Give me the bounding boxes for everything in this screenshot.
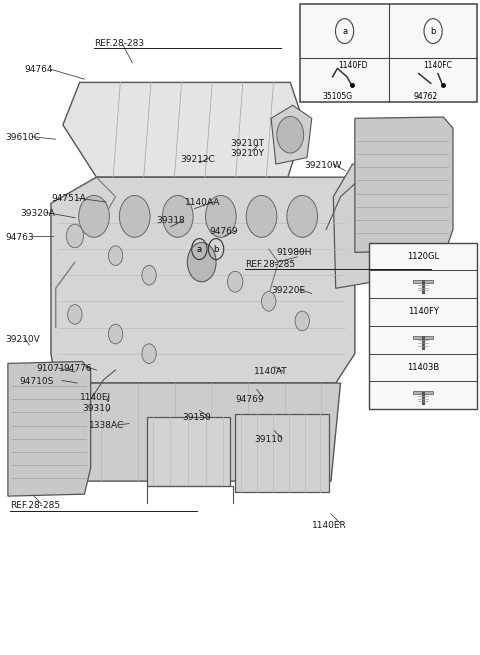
Circle shape	[262, 291, 276, 311]
Text: 39212C: 39212C	[180, 155, 215, 164]
Text: REF.28-283: REF.28-283	[94, 39, 144, 48]
Text: a: a	[342, 27, 347, 35]
Text: 94762: 94762	[414, 92, 438, 101]
FancyBboxPatch shape	[147, 417, 230, 485]
Circle shape	[287, 195, 318, 237]
Circle shape	[142, 265, 156, 285]
Text: 91071: 91071	[36, 364, 65, 373]
Text: 94776: 94776	[63, 364, 92, 373]
Text: 39610C: 39610C	[5, 134, 40, 142]
Polygon shape	[271, 105, 312, 164]
Polygon shape	[51, 177, 355, 383]
Text: 94751A: 94751A	[51, 194, 86, 202]
Circle shape	[295, 311, 310, 331]
Text: 1120GL: 1120GL	[407, 252, 439, 261]
Polygon shape	[355, 117, 453, 252]
Circle shape	[68, 305, 82, 324]
Text: 39320A: 39320A	[20, 209, 55, 217]
Polygon shape	[413, 335, 432, 339]
Circle shape	[108, 246, 123, 265]
Text: 1140EJ: 1140EJ	[80, 393, 111, 402]
Circle shape	[108, 324, 123, 344]
Text: a: a	[197, 244, 202, 253]
Circle shape	[79, 195, 109, 237]
Text: 39210W: 39210W	[305, 161, 342, 170]
Circle shape	[246, 195, 277, 237]
Circle shape	[162, 195, 193, 237]
Text: REF.28-285: REF.28-285	[10, 501, 60, 510]
Text: 39210V: 39210V	[5, 335, 40, 344]
Text: 39210T: 39210T	[230, 139, 264, 147]
Circle shape	[66, 224, 84, 248]
Polygon shape	[51, 383, 340, 481]
Text: 39318: 39318	[156, 216, 185, 225]
Text: 39310: 39310	[82, 404, 111, 413]
Text: REF.28-285: REF.28-285	[245, 259, 295, 269]
Text: 1140ER: 1140ER	[312, 521, 347, 530]
Text: 91980H: 91980H	[276, 248, 312, 257]
FancyBboxPatch shape	[235, 414, 328, 492]
Text: 39210Y: 39210Y	[230, 149, 264, 158]
Text: 1338AC: 1338AC	[89, 421, 124, 430]
Text: 1140FD: 1140FD	[338, 62, 368, 70]
Text: b: b	[431, 27, 436, 35]
Text: 1140FC: 1140FC	[423, 62, 452, 70]
Circle shape	[205, 195, 236, 237]
Text: 94769: 94769	[209, 227, 238, 236]
Text: 94763: 94763	[5, 233, 34, 242]
Text: 94710S: 94710S	[20, 377, 54, 386]
Circle shape	[142, 344, 156, 364]
Circle shape	[120, 195, 150, 237]
Text: b: b	[214, 244, 219, 253]
Text: 1140FY: 1140FY	[408, 307, 439, 316]
Polygon shape	[333, 164, 408, 288]
Text: 39110: 39110	[254, 436, 283, 445]
Text: 11403B: 11403B	[407, 363, 439, 372]
FancyBboxPatch shape	[369, 242, 477, 409]
Text: 35105G: 35105G	[323, 92, 352, 101]
Text: 94769: 94769	[235, 395, 264, 404]
Polygon shape	[413, 391, 432, 394]
Circle shape	[228, 271, 243, 292]
Text: 39220E: 39220E	[271, 286, 305, 295]
Text: 39150: 39150	[182, 413, 211, 422]
Polygon shape	[8, 362, 91, 496]
Polygon shape	[413, 280, 432, 284]
Text: 94764: 94764	[24, 65, 53, 74]
Circle shape	[277, 117, 304, 153]
FancyBboxPatch shape	[300, 4, 477, 102]
Text: 1140AA: 1140AA	[185, 198, 220, 206]
Polygon shape	[63, 83, 305, 177]
Circle shape	[187, 242, 216, 282]
Text: 1140AT: 1140AT	[254, 367, 288, 377]
